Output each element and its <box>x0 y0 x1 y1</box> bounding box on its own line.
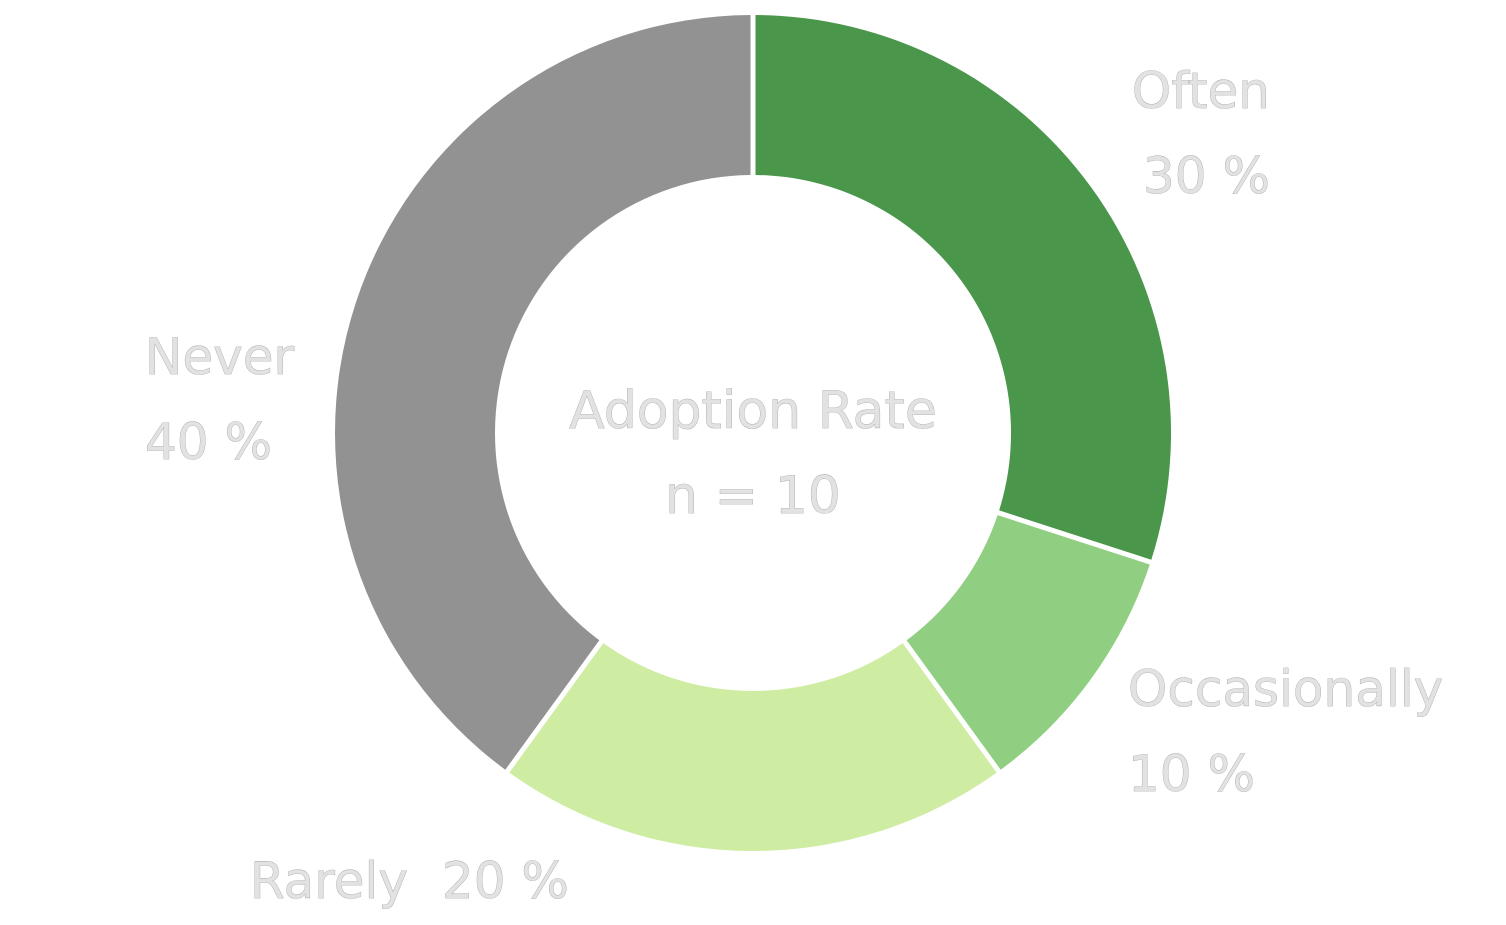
slice-label-often-name: Often <box>1132 62 1270 120</box>
slice-label-often-value: 30 % <box>1143 147 1270 205</box>
slice-label-never-name: Never <box>145 328 295 386</box>
center-label-line2: n = 10 <box>665 466 841 526</box>
donut-slices <box>335 15 1171 852</box>
slice-label-occasionally-value: 10 % <box>1128 745 1255 803</box>
slice-label-occasionally-name: Occasionally <box>1128 660 1443 718</box>
slice-label-rarely-value: 20 % <box>442 852 569 910</box>
slice-never <box>335 15 751 770</box>
slice-label-rarely-name: Rarely <box>250 852 408 910</box>
slice-label-rarely: Rarely 20 % <box>250 852 569 910</box>
slice-often <box>755 15 1171 560</box>
slice-occasionally <box>906 515 1150 770</box>
slice-label-never-value: 40 % <box>145 413 272 471</box>
slice-rarely <box>509 643 997 852</box>
center-label-line1: Adoption Rate <box>569 381 937 441</box>
